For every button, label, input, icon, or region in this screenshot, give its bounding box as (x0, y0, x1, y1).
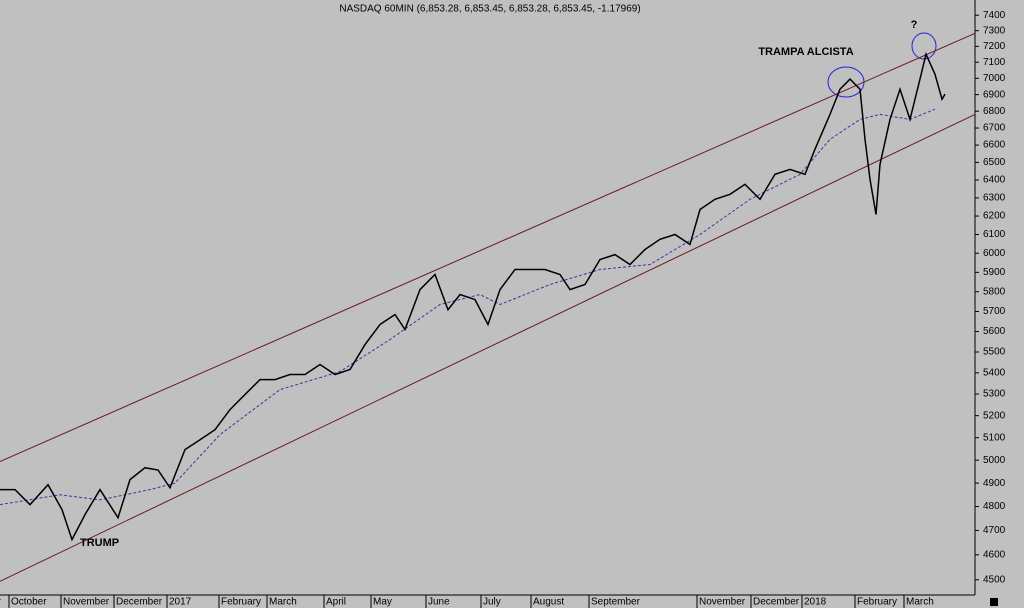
series-line (0, 51, 946, 542)
y-tick-label: 5900 (983, 267, 1006, 278)
series-line (0, 32, 976, 462)
y-tick-label: 5200 (983, 410, 1006, 421)
y-tick-label: 7100 (983, 57, 1006, 68)
highlight-circle (911, 32, 937, 60)
annotation: TRUMP (80, 537, 119, 549)
y-tick-label: 7300 (983, 25, 1006, 36)
y-tick-label: 6000 (983, 248, 1006, 259)
y-tick-label: 7400 (983, 10, 1006, 21)
x-tick-label: October (11, 597, 47, 608)
y-tick-label: 5800 (983, 286, 1006, 297)
annotation: ? (911, 19, 918, 31)
corner (976, 596, 1024, 608)
y-tick-label: 7200 (983, 41, 1006, 52)
x-tick-label: August (533, 597, 564, 608)
x-tick-label: April (326, 597, 346, 608)
x-tick-label: November (63, 597, 110, 608)
x-tick-label: November (699, 597, 746, 608)
y-tick-label: 5300 (983, 389, 1006, 400)
y-tick-label: 5700 (983, 306, 1006, 317)
x-tick-label: 2018 (804, 597, 827, 608)
x-tick-label: December (753, 597, 800, 608)
x-tick-label: er (0, 597, 2, 608)
x-tick-label: February (221, 597, 261, 608)
y-tick-label: 6800 (983, 106, 1006, 117)
y-tick-label: 5000 (983, 455, 1006, 466)
x-tick-label: September (591, 597, 641, 608)
y-tick-label: 5400 (983, 367, 1006, 378)
y-tick-label: 4700 (983, 525, 1006, 536)
series-line (0, 113, 976, 582)
plot-area (0, 0, 975, 595)
x-tick-label: December (116, 597, 163, 608)
corner-marker (990, 598, 998, 606)
y-tick-label: 6400 (983, 175, 1006, 186)
y-tick-label: 4600 (983, 549, 1006, 560)
series-line (0, 108, 936, 506)
x-tick-label: March (269, 597, 297, 608)
x-tick-label: February (857, 597, 897, 608)
y-tick-label: 4800 (983, 501, 1006, 512)
y-tick-label: 5100 (983, 432, 1006, 443)
y-tick-label: 4900 (983, 478, 1006, 489)
x-tick-label: May (373, 597, 392, 608)
y-tick-label: 5600 (983, 326, 1006, 337)
x-tick-label: March (906, 597, 934, 608)
y-tick-label: 7000 (983, 73, 1006, 84)
y-tick-label: 6900 (983, 89, 1006, 100)
chart-title: NASDAQ 60MIN (6,853.28, 6,853.45, 6,853.… (339, 4, 640, 15)
y-tick-label: 6600 (983, 140, 1006, 151)
y-tick-label: 6200 (983, 211, 1006, 222)
x-tick-label: July (483, 597, 501, 608)
x-tick-label: June (428, 597, 450, 608)
y-tick-label: 6700 (983, 123, 1006, 134)
y-tick-label: 6100 (983, 229, 1006, 240)
y-tick-label: 5500 (983, 347, 1006, 358)
x-tick-label: 2017 (169, 597, 192, 608)
y-tick-label: 6300 (983, 193, 1006, 204)
y-tick-label: 4500 (983, 574, 1006, 585)
annotation: TRAMPA ALCISTA (758, 46, 853, 58)
y-tick-label: 6500 (983, 157, 1006, 168)
